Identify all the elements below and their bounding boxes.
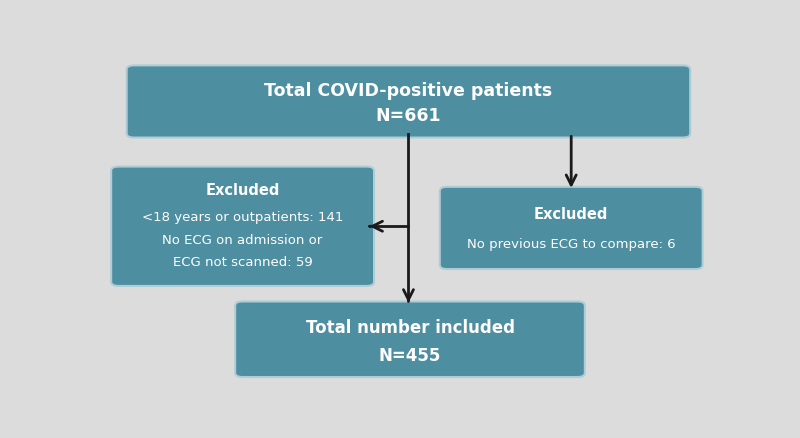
Text: Excluded: Excluded (206, 183, 280, 198)
Text: ECG not scanned: 59: ECG not scanned: 59 (173, 257, 313, 269)
FancyBboxPatch shape (126, 65, 690, 138)
Text: <18 years or outpatients: 141: <18 years or outpatients: 141 (142, 211, 343, 224)
Text: N=455: N=455 (379, 347, 441, 365)
FancyBboxPatch shape (440, 187, 702, 269)
FancyBboxPatch shape (111, 166, 374, 286)
Text: N=661: N=661 (376, 107, 442, 125)
Text: No ECG on admission or: No ECG on admission or (162, 234, 322, 247)
Text: No previous ECG to compare: 6: No previous ECG to compare: 6 (467, 238, 675, 251)
Text: Excluded: Excluded (534, 207, 608, 222)
Text: Total number included: Total number included (306, 319, 514, 337)
Text: Total COVID-positive patients: Total COVID-positive patients (264, 81, 553, 99)
FancyBboxPatch shape (235, 301, 585, 377)
